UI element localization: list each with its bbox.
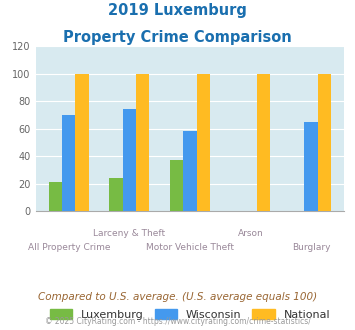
Bar <box>318 74 331 211</box>
Bar <box>304 122 318 211</box>
Bar <box>257 74 271 211</box>
Bar <box>170 160 183 211</box>
Legend: Luxemburg, Wisconsin, National: Luxemburg, Wisconsin, National <box>45 305 335 324</box>
Text: Arson: Arson <box>237 229 263 238</box>
Text: All Property Crime: All Property Crime <box>28 243 110 251</box>
Text: © 2025 CityRating.com - https://www.cityrating.com/crime-statistics/: © 2025 CityRating.com - https://www.city… <box>45 317 310 326</box>
Bar <box>183 131 197 211</box>
Bar <box>136 74 149 211</box>
Bar <box>76 74 89 211</box>
Text: Larceny & Theft: Larceny & Theft <box>93 229 165 238</box>
Text: Compared to U.S. average. (U.S. average equals 100): Compared to U.S. average. (U.S. average … <box>38 292 317 302</box>
Bar <box>197 74 210 211</box>
Text: 2019 Luxemburg: 2019 Luxemburg <box>108 3 247 18</box>
Text: Burglary: Burglary <box>292 243 330 251</box>
Bar <box>62 115 76 211</box>
Text: Motor Vehicle Theft: Motor Vehicle Theft <box>146 243 234 251</box>
Text: Property Crime Comparison: Property Crime Comparison <box>63 30 292 45</box>
Bar <box>49 182 62 211</box>
Bar <box>109 178 123 211</box>
Bar <box>123 110 136 211</box>
